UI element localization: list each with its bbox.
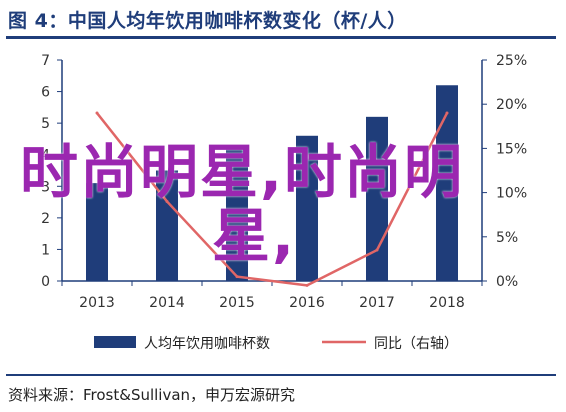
x-tick-label: 2017	[359, 295, 395, 311]
y-right-tick-label: 10%	[496, 186, 527, 202]
y-left-tick-label: 2	[41, 211, 50, 227]
x-tick-label: 2015	[219, 295, 255, 311]
y-left-tick-label: 1	[41, 242, 50, 258]
line-point	[445, 111, 449, 115]
y-right-tick-label: 20%	[496, 97, 527, 113]
legend-label-bar: 人均年饮用咖啡杯数	[144, 336, 270, 352]
y-left-tick-label: 6	[41, 85, 50, 101]
bar	[436, 85, 458, 281]
y-right-tick-label: 5%	[496, 230, 518, 246]
source-divider	[6, 374, 556, 376]
line-point	[165, 199, 169, 203]
source-note: 资料来源：Frost&Sullivan，申万宏源研究	[8, 386, 296, 404]
bar	[296, 135, 318, 281]
legend-label-line: 同比（右轴）	[374, 336, 458, 352]
line-point	[235, 275, 239, 279]
y-right-tick-label: 15%	[496, 141, 527, 157]
watermark-overlay: 时尚明星,时尚明 星,	[20, 140, 540, 268]
y-left-tick-label: 0	[41, 274, 50, 290]
line-series	[96, 112, 449, 287]
y-left-tick-label: 5	[41, 116, 50, 132]
y-right-tick-label: 25%	[496, 53, 527, 69]
watermark-line-1: 时尚明星,时尚明	[20, 138, 465, 206]
line-point	[375, 248, 379, 252]
y-left-tick-label: 3	[41, 179, 50, 195]
bar	[86, 183, 108, 281]
bar	[156, 170, 178, 281]
bar	[226, 148, 248, 281]
y-left-tick-label: 7	[41, 53, 50, 69]
title-divider	[6, 36, 556, 39]
line-point	[95, 111, 99, 115]
y-left-tick-label: 4	[41, 148, 50, 164]
x-tick-label: 2013	[79, 295, 115, 311]
legend-swatch-bar	[94, 336, 136, 348]
x-tick-label: 2014	[149, 295, 185, 311]
x-tick-label: 2018	[429, 295, 465, 311]
line-point	[305, 283, 309, 287]
y-right-tick-label: 0%	[496, 274, 518, 290]
x-tick-label: 2016	[289, 295, 325, 311]
watermark-line-2: 星,	[212, 202, 297, 270]
chart-title: 图 4：中国人均年饮用咖啡杯数变化（杯/人）	[8, 10, 407, 32]
